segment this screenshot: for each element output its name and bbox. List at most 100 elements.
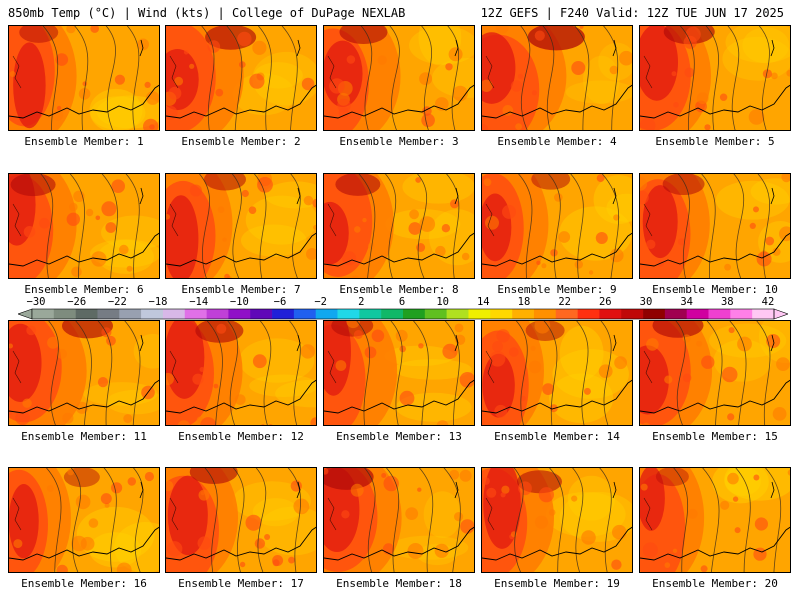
colorbar-tick-label: 18 — [517, 296, 531, 308]
temperature-map — [482, 321, 632, 425]
colorbar-tick-label: 38 — [720, 296, 734, 308]
colorbar-swatch — [730, 309, 753, 319]
temperature-map — [640, 321, 790, 425]
model-run-valid-time: 12Z GEFS | F240 Valid: 12Z TUE JUN 17 20… — [480, 6, 784, 20]
ensemble-member-label: Ensemble Member: 18 — [336, 577, 462, 590]
ensemble-map-panel — [639, 173, 791, 279]
ensemble-map-panel — [323, 467, 475, 573]
colorbar-swatch — [686, 309, 709, 319]
ensemble-member-label: Ensemble Member: 19 — [494, 577, 620, 590]
colorbar-swatch — [315, 309, 338, 319]
colorbar-tick-label: 22 — [558, 296, 572, 308]
colorbar-swatch — [752, 309, 775, 319]
colorbar-tick-label: 26 — [598, 296, 612, 308]
temperature-map — [9, 26, 159, 130]
colorbar-swatch — [359, 309, 382, 319]
colorbar-swatch — [424, 309, 447, 319]
colorbar-swatch — [97, 309, 120, 319]
ensemble-member-label: Ensemble Member: 14 — [494, 430, 620, 443]
colorbar-swatch — [599, 309, 622, 319]
ensemble-member-label: Ensemble Member: 20 — [652, 577, 778, 590]
ensemble-map-panel — [481, 467, 633, 573]
ensemble-member-label: Ensemble Member: 3 — [339, 135, 459, 148]
colorbar-tick-label: 42 — [761, 296, 775, 308]
colorbar-tick-label: 2 — [358, 296, 365, 308]
ensemble-map-panel — [481, 25, 633, 131]
colorbar-tick-label: 10 — [436, 296, 450, 308]
colorbar-tick-label: −30 — [26, 296, 46, 308]
ensemble-member-label: Ensemble Member: 11 — [21, 430, 147, 443]
colorbar-swatch — [119, 309, 142, 319]
ensemble-map-panel — [481, 173, 633, 279]
temperature-map — [166, 321, 316, 425]
temperature-map — [324, 321, 474, 425]
colorbar-swatch — [184, 309, 207, 319]
colorbar-swatch — [293, 309, 316, 319]
colorbar-tick-label: −26 — [67, 296, 87, 308]
colorbar-swatch — [533, 309, 557, 319]
ensemble-member-label: Ensemble Member: 1 — [24, 135, 144, 148]
ensemble-member-label: Ensemble Member: 6 — [24, 283, 144, 296]
temperature-map — [640, 26, 790, 130]
ensemble-member-label: Ensemble Member: 5 — [655, 135, 775, 148]
ensemble-member-label: Ensemble Member: 4 — [497, 135, 617, 148]
colorbar-swatch — [162, 309, 186, 319]
colorbar-swatch — [228, 309, 251, 319]
colorbar-swatch — [53, 309, 76, 319]
colorbar-tick-labels: −30 −26 −22 −18 −14 −10 −6 −2 2 6 10 14 18 22 26 30 34 38… — [0, 296, 800, 308]
ensemble-map-panel — [8, 173, 160, 279]
temperature-map — [324, 174, 474, 278]
temperature-map — [324, 468, 474, 572]
temperature-map — [9, 468, 159, 572]
temperature-map — [166, 468, 316, 572]
colorbar-tick-label: −14 — [189, 296, 209, 308]
colorbar-tick-label: −22 — [107, 296, 127, 308]
temperature-map — [482, 26, 632, 130]
temperature-map — [166, 174, 316, 278]
colorbar-swatch — [141, 309, 164, 319]
ensemble-map-panel — [639, 320, 791, 426]
ensemble-member-label: Ensemble Member: 12 — [178, 430, 304, 443]
colorbar-swatch — [621, 309, 644, 319]
temperature-map — [9, 321, 159, 425]
temperature-map — [640, 468, 790, 572]
colorbar-swatch — [206, 309, 229, 319]
colorbar-swatch — [555, 309, 578, 319]
colorbar-swatch — [577, 309, 600, 319]
colorbar-swatch — [446, 309, 469, 319]
colorbar-tick-label: 34 — [680, 296, 694, 308]
colorbar-swatch — [250, 309, 273, 319]
ensemble-member-label: Ensemble Member: 8 — [339, 283, 459, 296]
ensemble-map-panel — [165, 25, 317, 131]
ensemble-map-panel — [639, 25, 791, 131]
colorbar-tick-label: −18 — [148, 296, 168, 308]
ensemble-map-panel — [481, 320, 633, 426]
ensemble-member-label: Ensemble Member: 7 — [181, 283, 301, 296]
ensemble-map-panel — [323, 320, 475, 426]
colorbar-swatch — [381, 309, 404, 319]
colorbar-swatch — [490, 309, 513, 319]
ensemble-map-panel — [639, 467, 791, 573]
map-title: 850mb Temp (°C) | Wind (kts) | College o… — [8, 6, 406, 20]
temperature-map — [482, 174, 632, 278]
colorbar-swatch — [32, 309, 55, 319]
ensemble-map-panel — [323, 25, 475, 131]
ensemble-map-panel — [8, 467, 160, 573]
colorbar-tick-label: 6 — [398, 296, 406, 308]
colorbar-tick-label: −6 — [273, 296, 287, 308]
ensemble-member-label: Ensemble Member: 16 — [21, 577, 147, 590]
colorbar-max-arrow — [773, 308, 788, 320]
ensemble-member-label: Ensemble Member: 9 — [497, 283, 617, 296]
colorbar-swatch — [337, 309, 360, 319]
ensemble-map-panel — [8, 25, 160, 131]
ensemble-map-panel — [323, 173, 475, 279]
temperature-map — [9, 174, 159, 278]
ensemble-map-panel — [165, 173, 317, 279]
ensemble-member-label: Ensemble Member: 15 — [652, 430, 778, 443]
colorbar-tick-label: −10 — [229, 296, 249, 308]
ensemble-member-label: Ensemble Member: 2 — [181, 135, 301, 148]
colorbar-swatch — [643, 309, 666, 319]
colorbar-swatch — [708, 309, 731, 319]
ensemble-member-label: Ensemble Member: 10 — [652, 283, 778, 296]
ensemble-map-panel — [8, 320, 160, 426]
